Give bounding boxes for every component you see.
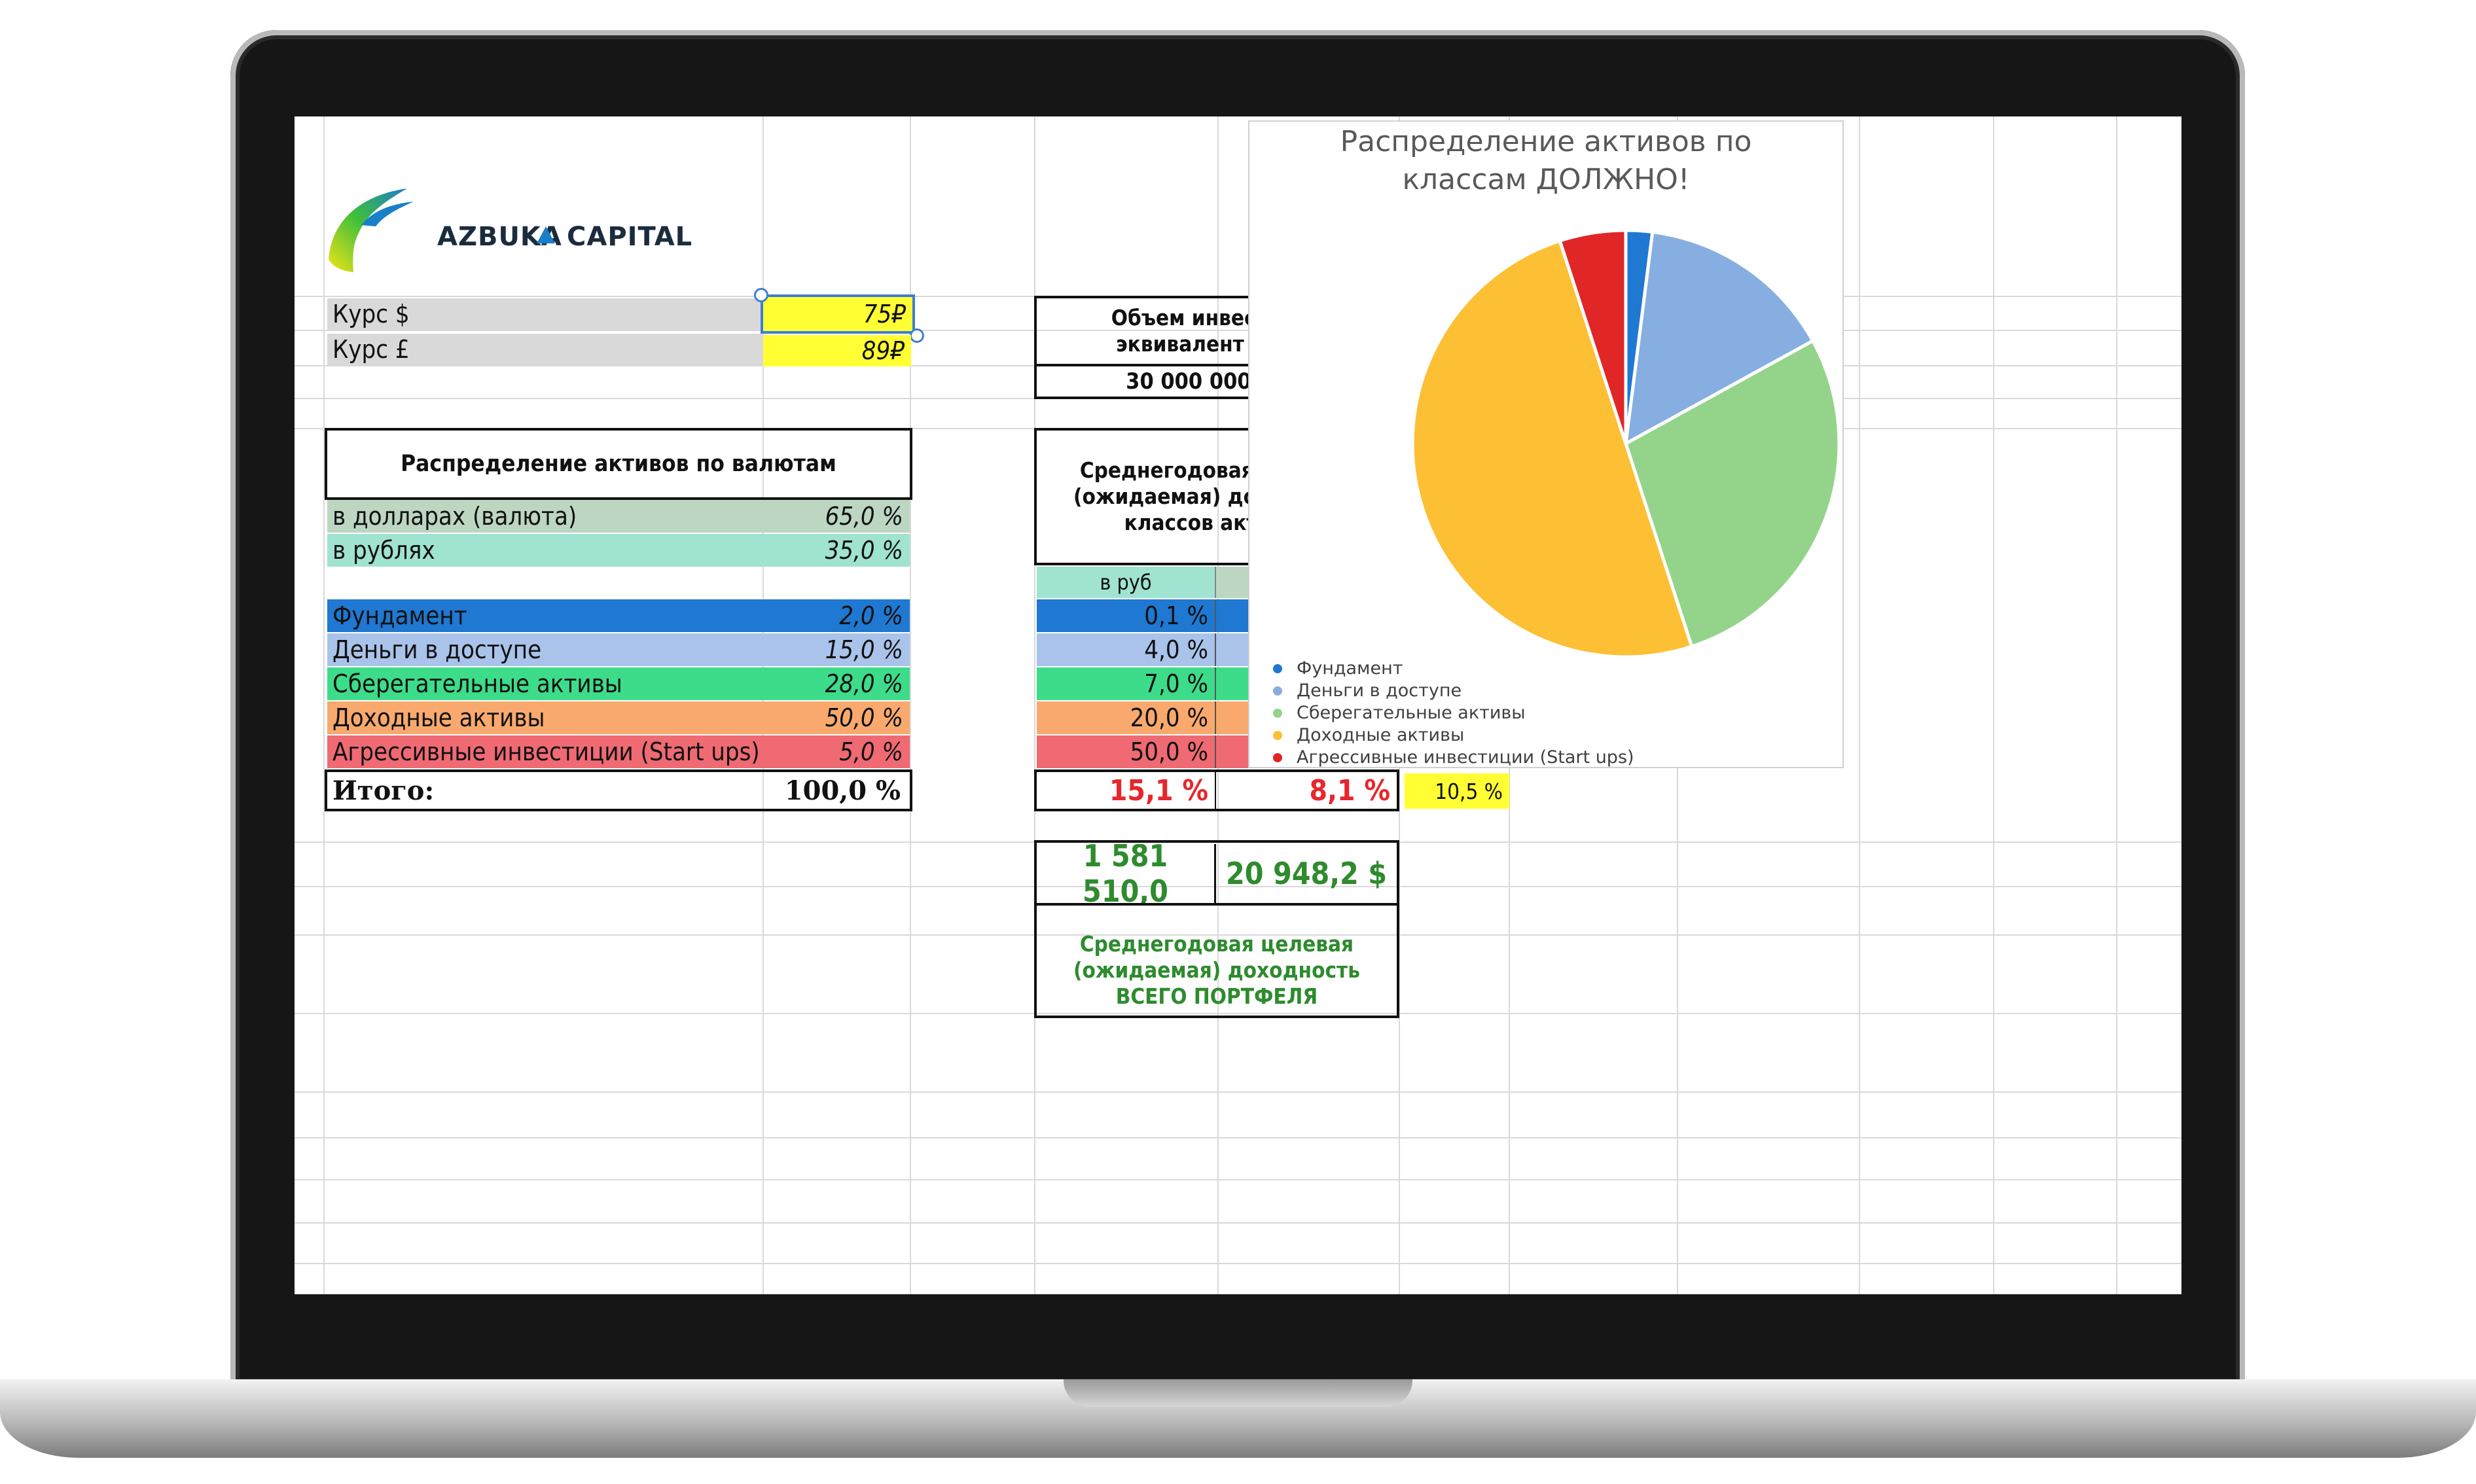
gridline xyxy=(295,934,2181,936)
pie-slice-4[interactable] xyxy=(1558,228,1628,444)
total-value: 100,0 % xyxy=(784,775,901,806)
pie-chart[interactable]: Распределение активов по классам ДОЛЖНО!… xyxy=(1248,120,1844,768)
class-row-share: 28,0 % xyxy=(764,667,910,700)
class-row-label: Фундамент xyxy=(327,599,764,632)
yield-rub-cell: 20,0 % xyxy=(1037,701,1216,734)
selection-handle-top[interactable] xyxy=(754,288,768,302)
legend-marker xyxy=(1273,752,1282,762)
total-rub-yield: 15,1 % xyxy=(1037,772,1216,809)
legend-marker xyxy=(1273,663,1282,673)
gridline xyxy=(323,116,325,1294)
portfolio-rub: 1 581 510,0 xyxy=(1037,844,1216,903)
yield-rub-cell: 4,0 % xyxy=(1037,633,1216,666)
currency-row-value: 65,0 % xyxy=(764,500,910,533)
legend-label: Доходные активы xyxy=(1297,725,1465,745)
portfolio-divider xyxy=(1037,903,1397,906)
legend-label: Агрессивные инвестиции (Start ups) xyxy=(1297,747,1634,768)
portfolio-frame xyxy=(1034,840,1399,1018)
gridline xyxy=(295,1091,2181,1093)
gridline xyxy=(295,1179,2181,1180)
col-rub-header: в руб xyxy=(1037,567,1216,598)
class-row-share: 5,0 % xyxy=(764,735,910,768)
total-label: Итого: xyxy=(332,775,435,806)
azbuka-logo xyxy=(315,181,420,285)
legend-marker xyxy=(1273,708,1282,718)
gridline xyxy=(1859,116,1860,1294)
legend-label: Сберегательные активы xyxy=(1297,703,1526,723)
class-row-label: Деньги в доступе xyxy=(327,633,764,666)
gridline xyxy=(295,1222,2181,1224)
gridline xyxy=(1993,116,1994,1294)
legend-item: Доходные активы xyxy=(1273,725,1464,745)
legend-label: Фундамент xyxy=(1297,658,1403,679)
currency-row-value: 35,0 % xyxy=(764,534,910,567)
class-row-label: Доходные активы xyxy=(327,701,764,734)
currency-row-label: в долларах (валюта) xyxy=(327,500,764,533)
gridline xyxy=(2116,116,2117,1294)
gridline xyxy=(295,1137,2181,1139)
pie-svg xyxy=(1410,228,1841,659)
class-row-share: 2,0 % xyxy=(764,599,910,632)
logo-swoosh-icon xyxy=(329,188,414,272)
gridline xyxy=(295,886,2181,887)
gridline xyxy=(295,330,2181,331)
currency-row-label: в рублях xyxy=(327,534,764,567)
total-row-frame xyxy=(325,769,912,811)
yield-rub-cell: 7,0 % xyxy=(1037,667,1216,700)
chart-title: Распределение активов по классам ДОЛЖНО! xyxy=(1340,125,1752,196)
total-combined-yield: 10,5 % xyxy=(1405,773,1509,809)
legend-item: Деньги в доступе xyxy=(1273,680,1462,701)
pie-slice-3[interactable] xyxy=(1410,238,1694,659)
yield-rub-cell: 0,1 % xyxy=(1037,599,1216,632)
portfolio-usd: 20 948,2 $ xyxy=(1225,856,1388,891)
logo-triangle-icon xyxy=(537,226,555,243)
gridline xyxy=(910,116,911,1294)
gridline xyxy=(1034,116,1035,1294)
class-row-label: Сберегательные активы xyxy=(327,667,764,700)
legend-item: Сберегательные активы xyxy=(1273,703,1526,723)
legend-marker xyxy=(1273,686,1282,696)
rate-gbp-label: Курс £ xyxy=(327,334,764,365)
legend-label: Деньги в доступе xyxy=(1297,680,1462,701)
legend-marker xyxy=(1273,730,1282,740)
class-row-share: 15,0 % xyxy=(764,633,910,666)
portfolio-caption: Среднегодовая целевая (ожидаемая) доходн… xyxy=(1073,931,1361,1009)
legend-item: Фундамент xyxy=(1273,658,1403,679)
rate-usd-value[interactable]: 75₽ xyxy=(761,294,915,334)
logo-brand-right: CAPITAL xyxy=(567,222,693,252)
yield-total-frame xyxy=(1034,769,1399,811)
class-row-label: Агрессивные инвестиции (Start ups) xyxy=(327,735,764,768)
total-usd-yield: 8,1 % xyxy=(1309,773,1390,807)
yield-rub-cell: 50,0 % xyxy=(1037,735,1216,768)
gridline xyxy=(295,1013,2181,1014)
selection-handle-bottom[interactable] xyxy=(910,328,924,343)
rate-usd-label: Курс $ xyxy=(327,298,764,330)
currency-dist-title: Распределение активов по валютам xyxy=(325,428,912,500)
class-row-share: 50,0 % xyxy=(764,701,910,734)
legend-item: Агрессивные инвестиции (Start ups) xyxy=(1273,747,1634,768)
laptop-notch xyxy=(1064,1379,1412,1407)
pie-slice-2[interactable] xyxy=(1623,338,1841,649)
gridline xyxy=(295,1263,2181,1264)
rate-gbp-value[interactable]: 89₽ xyxy=(763,335,911,366)
pie-slice-1[interactable] xyxy=(1623,230,1816,447)
